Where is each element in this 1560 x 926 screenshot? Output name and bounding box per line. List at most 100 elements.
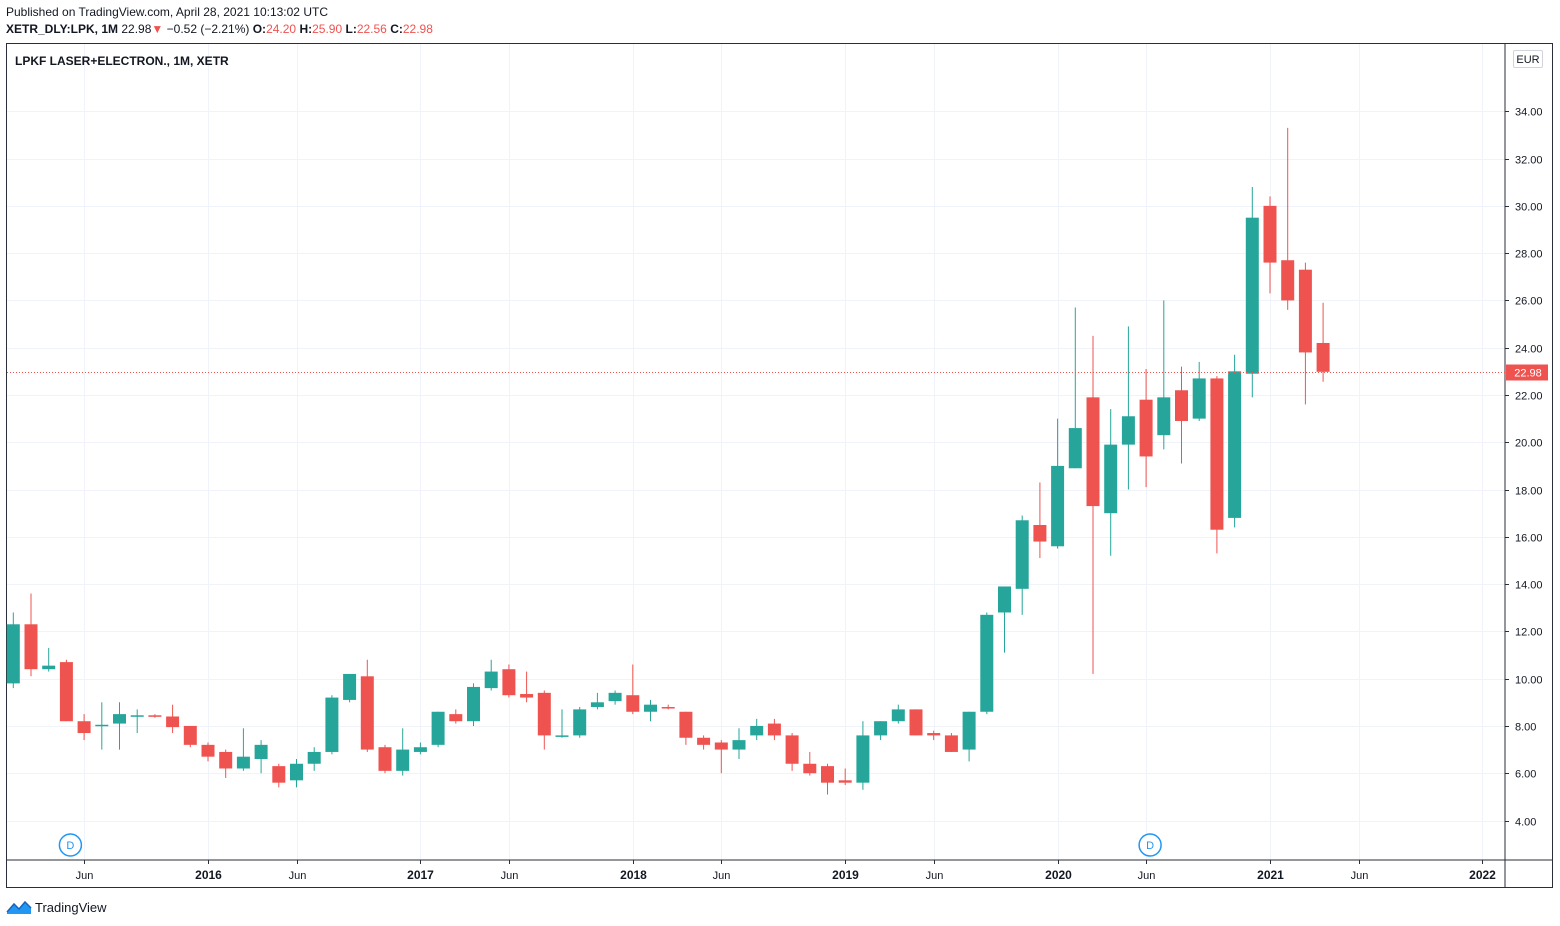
candle-body (1316, 342, 1330, 372)
candle-up (1104, 409, 1118, 556)
candles (6, 127, 1330, 795)
candle-body (1068, 428, 1082, 469)
candle-down (183, 725, 197, 748)
candle-body (962, 711, 976, 750)
candle-up (254, 740, 268, 774)
candle-up (307, 747, 321, 771)
candle-body (1281, 260, 1295, 301)
tradingview-brand[interactable]: TradingView (6, 899, 107, 915)
candle-up (590, 692, 604, 710)
candle-up (1068, 307, 1082, 469)
dividend-marker[interactable]: D (58, 833, 83, 857)
candle-up (467, 683, 480, 726)
quote-line: XETR_DLY:LPK, 1M 22.98▼ −0.52 (−2.21%) O… (6, 22, 433, 36)
candle-body (148, 715, 162, 717)
candle-up (325, 695, 339, 755)
candle-body (166, 716, 180, 728)
candle-up (1121, 326, 1135, 490)
candle-up (413, 742, 427, 755)
candle-down (1210, 376, 1224, 554)
y-tick-label: 20.00 (1515, 438, 1543, 450)
candle-body (130, 715, 144, 717)
y-tick-label: 6.00 (1515, 769, 1536, 781)
dividend-marker-circle (58, 833, 83, 857)
y-tick-label: 28.00 (1515, 249, 1543, 261)
symbol-label: XETR_DLY:LPK, 1M (6, 22, 119, 36)
candle-body (891, 709, 905, 722)
y-tick-label: 4.00 (1515, 817, 1536, 829)
low-label: L: (345, 22, 357, 36)
candle-down (166, 704, 180, 734)
candle-body (42, 665, 56, 670)
candle-up (130, 709, 144, 734)
candle-up (998, 586, 1011, 653)
candle-up (573, 707, 587, 738)
candle-down (1175, 366, 1188, 464)
candle-body (697, 737, 711, 745)
candle-up (1051, 418, 1065, 549)
candle-body (1175, 390, 1188, 421)
candle-body (360, 676, 374, 750)
y-tick-label: 8.00 (1515, 722, 1536, 734)
candle-up (290, 759, 303, 788)
candle-up (980, 612, 994, 715)
tradingview-logo-icon (6, 900, 32, 914)
candle-up (6, 612, 20, 689)
candle-down (1281, 127, 1295, 310)
candle-up (750, 718, 764, 741)
candle-body (24, 624, 38, 670)
candle-body (573, 709, 587, 736)
x-tick-label: 2018 (620, 868, 647, 882)
chart-title: LPKF LASER+ELECTRON., 1M, XETR (15, 54, 229, 68)
y-tick-label: 18.00 (1515, 486, 1543, 498)
x-tick-label: 2022 (1469, 868, 1496, 882)
x-tick-label: 2017 (407, 868, 434, 882)
candle-down (767, 718, 781, 741)
candle-down (909, 709, 923, 736)
candle-body (1051, 465, 1065, 547)
candle-body (821, 766, 834, 783)
candle-down (626, 664, 640, 715)
dividend-marker-label: D (1146, 840, 1154, 852)
candle-body (59, 662, 73, 722)
y-tick-label: 34.00 (1515, 107, 1543, 119)
candle-down (502, 664, 516, 698)
candle-up (962, 711, 976, 762)
y-tick-label: 16.00 (1515, 533, 1543, 545)
candle-body (785, 735, 799, 764)
candle-down (1316, 302, 1330, 382)
candle-down (201, 742, 215, 762)
candle-body (608, 692, 622, 702)
dividend-marker[interactable]: D (1138, 833, 1162, 857)
candle-body (396, 749, 410, 771)
candle-body (502, 669, 516, 696)
candle-up (1228, 354, 1242, 528)
candle-down (272, 763, 286, 788)
currency-badge[interactable]: EUR (1513, 50, 1543, 68)
x-tick-label: Jun (76, 870, 94, 882)
y-tick-label: 14.00 (1515, 580, 1543, 592)
candle-down (537, 690, 551, 750)
candle-body (767, 723, 781, 736)
candle-down (449, 709, 463, 724)
dividend-marker-label: D (66, 840, 74, 852)
candle-up (113, 702, 126, 750)
candle-body (909, 709, 923, 736)
candle-up (396, 728, 410, 776)
candle-body (1033, 525, 1047, 542)
candle-down (360, 659, 374, 752)
y-tick-label: 26.00 (1515, 296, 1543, 308)
candle-up (1157, 300, 1171, 450)
candle-up (1245, 186, 1259, 398)
candle-down (661, 704, 675, 710)
candle-down (378, 744, 392, 774)
candle-up (484, 659, 498, 691)
x-tick-label: 2016 (195, 868, 222, 882)
candle-down (697, 735, 711, 750)
candle-body (201, 744, 215, 757)
candle-down (1033, 482, 1047, 559)
dividend-marker-circle (1138, 833, 1162, 857)
y-tick-label: 10.00 (1515, 675, 1543, 687)
last-price-badge (1506, 364, 1548, 381)
